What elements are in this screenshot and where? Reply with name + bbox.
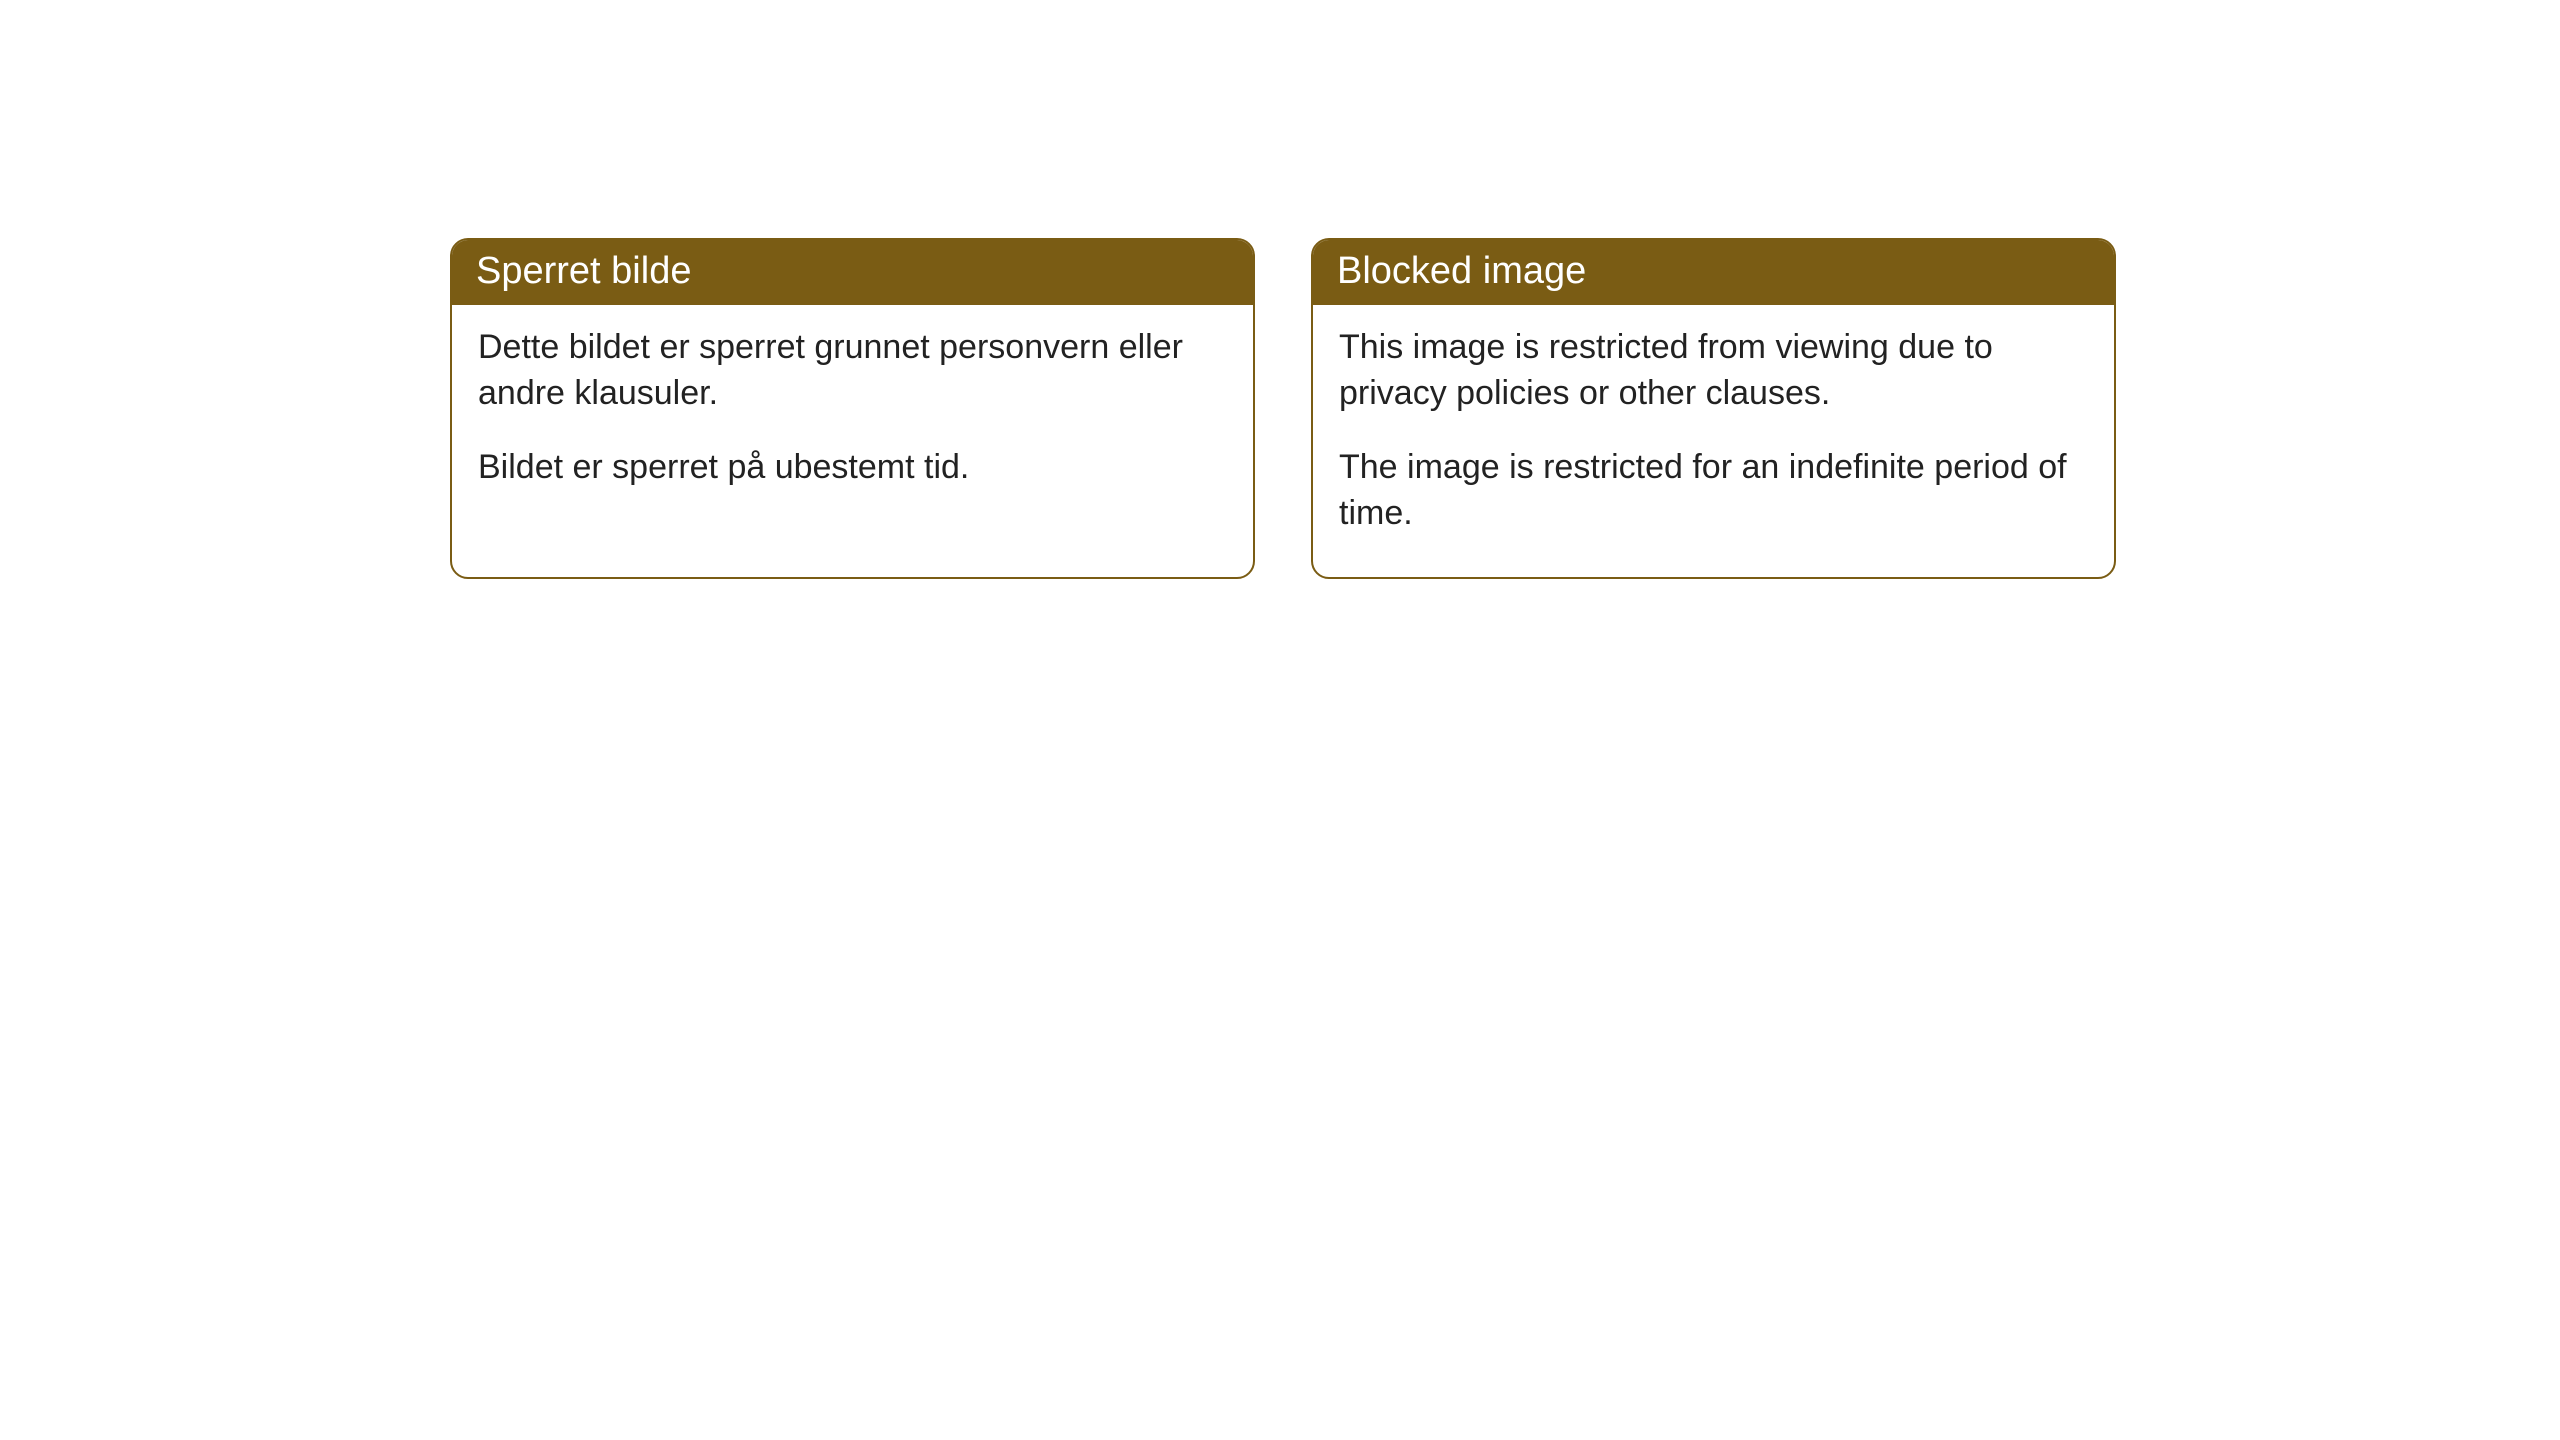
card-body: Dette bildet er sperret grunnet personve… [452,305,1253,531]
card-paragraph: The image is restricted for an indefinit… [1339,445,2088,537]
card-paragraph: Bildet er sperret på ubestemt tid. [478,445,1227,491]
notice-card-english: Blocked image This image is restricted f… [1311,238,2116,579]
card-title: Sperret bilde [476,250,691,292]
card-header: Sperret bilde [452,240,1253,305]
card-title: Blocked image [1337,250,1586,292]
notice-card-norwegian: Sperret bilde Dette bildet er sperret gr… [450,238,1255,579]
notice-cards-container: Sperret bilde Dette bildet er sperret gr… [450,238,2116,579]
card-body: This image is restricted from viewing du… [1313,305,2114,577]
card-paragraph: This image is restricted from viewing du… [1339,325,2088,417]
card-paragraph: Dette bildet er sperret grunnet personve… [478,325,1227,417]
card-header: Blocked image [1313,240,2114,305]
